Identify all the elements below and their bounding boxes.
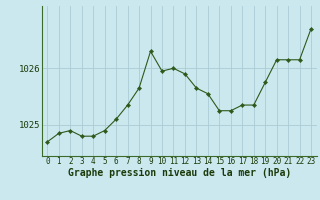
X-axis label: Graphe pression niveau de la mer (hPa): Graphe pression niveau de la mer (hPa) xyxy=(68,168,291,178)
